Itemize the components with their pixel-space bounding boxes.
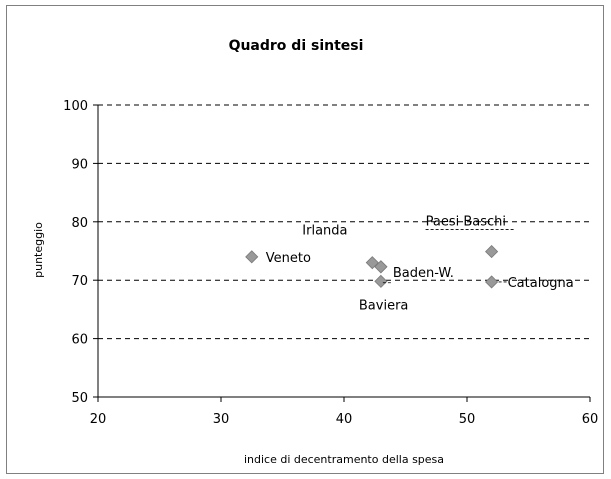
data-point (374, 260, 388, 274)
data-point (365, 256, 379, 270)
y-tick-label: 50 (71, 391, 88, 406)
x-tick-label: 20 (90, 412, 107, 427)
point-label: Veneto (266, 251, 311, 266)
point-labels: Veneto Irlanda Baviera Baden-W. Paesi Baschi… (266, 215, 574, 314)
data-point (374, 274, 388, 288)
y-tick-label: 60 (71, 333, 88, 348)
x-tick-label: 40 (336, 412, 353, 427)
x-tick-label: 50 (459, 412, 476, 427)
y-tick-label: 70 (71, 274, 88, 289)
point-label: Catalogna (508, 276, 574, 291)
y-tick-label: 90 (71, 157, 88, 172)
x-tick-label: 30 (213, 412, 230, 427)
y-tick-label: 80 (71, 216, 88, 231)
gridlines (98, 104, 590, 340)
point-label: Baden-W. (393, 266, 454, 281)
tick-labels: 50 60 70 80 90 100 20 30 40 50 60 (63, 99, 598, 427)
y-axis-label: punteggio (32, 222, 45, 278)
data-point (485, 245, 499, 259)
point-label: Baviera (359, 298, 409, 313)
data-point (245, 250, 259, 264)
axes (93, 104, 591, 402)
point-label: Paesi Baschi (426, 215, 506, 230)
x-tick-label: 60 (582, 412, 599, 427)
chart-frame (6, 5, 604, 474)
y-tick-label: 100 (63, 99, 88, 114)
point-label: Irlanda (302, 224, 347, 239)
x-axis-label: indice di decentramento della spesa (244, 453, 444, 466)
data-points (245, 245, 499, 289)
chart-title: Quadro di sintesi (229, 38, 364, 54)
data-point (485, 275, 499, 289)
